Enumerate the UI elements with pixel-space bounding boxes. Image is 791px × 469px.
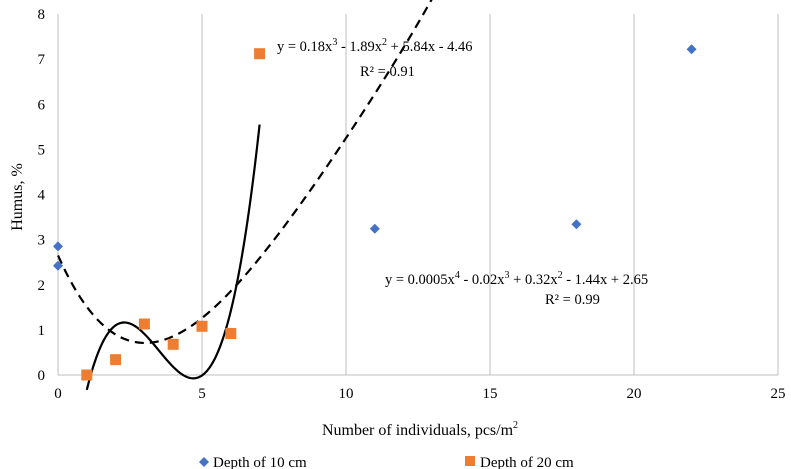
equation-term: y = 0.0005x [385,272,456,288]
equation-term: + 0.32x [510,272,559,288]
r2-depth-20: R² = 0.91 [360,64,415,80]
x-tick-label: 5 [198,386,206,402]
y-tick-label: 6 [38,97,46,113]
equation-term: - 1.89x [337,39,382,55]
trendline-series-2 [85,124,261,391]
equation-term: - 1.44x + 2.65 [563,272,649,288]
data-point-diamond [686,44,697,55]
legend-item-depth-20: Depth of 20 cm [465,455,574,469]
x-tick-label: 20 [627,386,642,402]
grid-lines [201,14,779,375]
trendlines [56,0,433,391]
data-point-square [196,320,208,332]
data-point-diamond [53,260,63,271]
data-point-diamond [53,241,63,252]
y-tick-label: 8 [38,7,46,23]
legend-label-depth-20: Depth of 20 cm [480,455,574,469]
equation-depth-20: y = 0.18x3 - 1.89x2 + 5.84x - 4.46 [277,37,473,55]
data-point-diamond [571,219,582,230]
y-axis-title: Humus, % [9,163,26,231]
y-tick-label: 2 [38,278,46,294]
data-point-square [254,48,266,60]
data-point-square [81,369,93,381]
data-point-diamond [369,223,380,234]
equation-term: - 0.02x [460,272,505,288]
legend: Depth of 10 cm Depth of 20 cm [199,455,574,469]
x-tick-label: 0 [54,386,62,402]
equation-exponent: 4 [455,270,460,281]
equation-exponent: 3 [332,37,337,48]
y-tick-label: 5 [38,142,46,158]
y-tick-label: 7 [38,52,46,68]
x-tick-label: 15 [483,386,498,402]
axes [57,14,778,376]
y-tick-label: 0 [38,368,46,384]
legend-marker-diamond [199,457,209,467]
data-point-square [138,318,150,330]
legend-item-depth-10: Depth of 10 cm [199,455,307,469]
x-tick-label: 25 [771,386,786,402]
equation-term: y = 0.18x [277,39,333,55]
data-point-square [110,354,122,366]
y-tick-label: 1 [38,323,46,339]
equation-exponent: 2 [558,270,563,281]
legend-marker-square [465,456,475,466]
r2-depth-10: R² = 0.99 [545,292,600,308]
legend-label-depth-10: Depth of 10 cm [213,455,307,469]
x-axis-title: Number of individuals, pcs/m2 [322,420,518,439]
equation-exponent: 3 [505,270,510,281]
y-tick-label: 4 [38,188,46,204]
data-point-square [225,327,237,339]
data-points [53,44,697,381]
equation-term: + 5.84x - 4.46 [387,39,473,55]
y-tick-label: 3 [38,233,46,249]
equation-depth-10: y = 0.0005x4 - 0.02x3 + 0.32x2 - 1.44x +… [385,270,648,288]
tick-labels: 0 5 10 15 20 25 0 1 2 3 4 5 6 7 8 [38,7,786,402]
x-tick-label: 10 [339,386,354,402]
equation-exponent: 2 [382,37,387,48]
data-point-square [167,338,179,350]
